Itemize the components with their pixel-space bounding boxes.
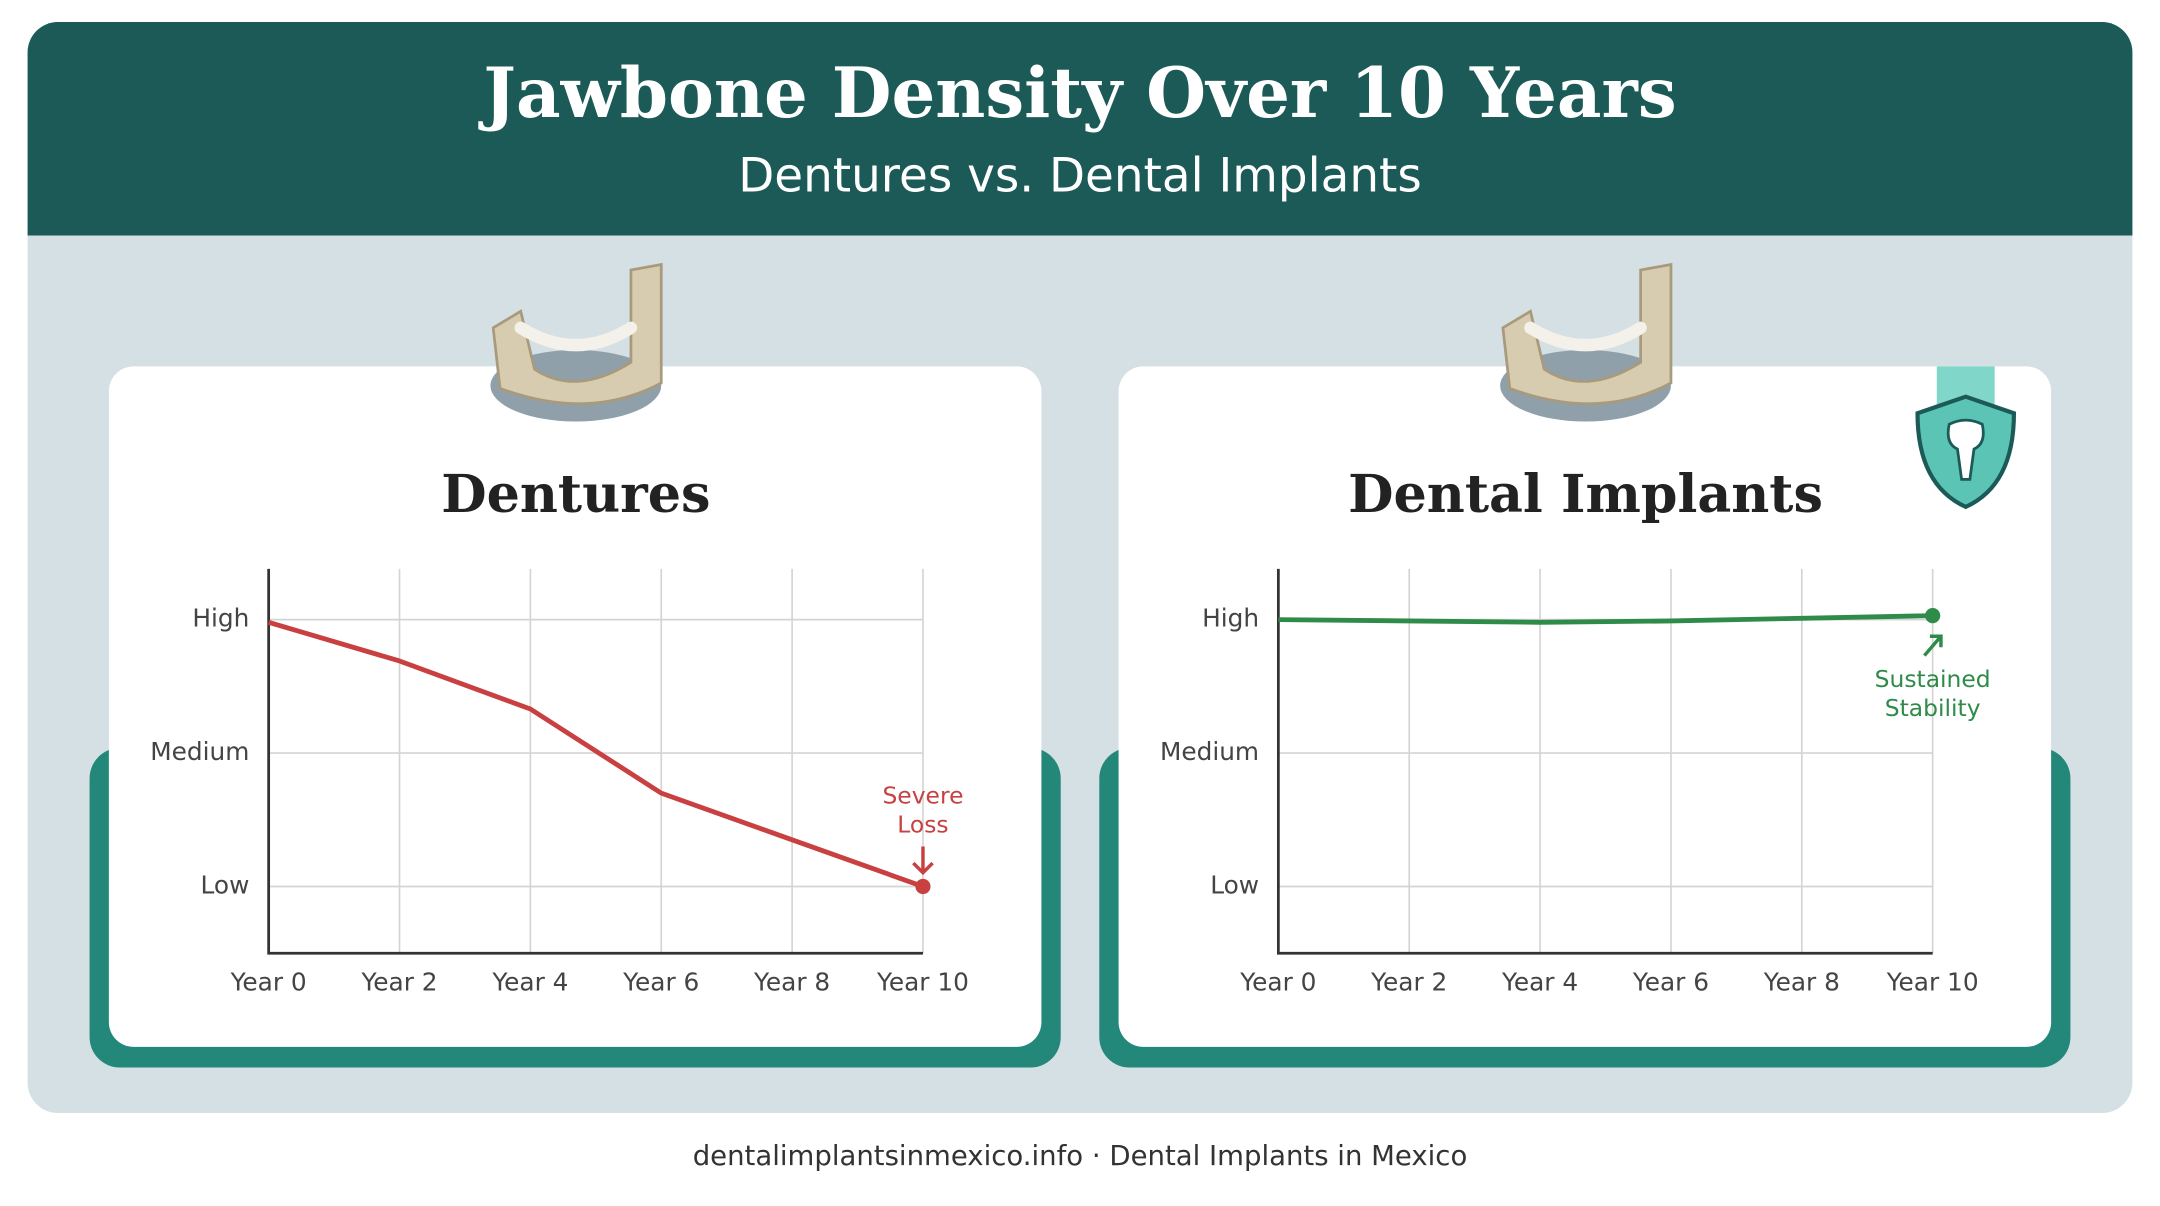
panel-title: Dental Implants	[1348, 464, 1823, 525]
panels: Dentures Low Medium High Year 0 Year 2 Year 4 Y…	[89, 262, 2071, 1068]
header-band	[27, 22, 2133, 236]
y-tick-label: Medium	[150, 737, 249, 766]
x-tick-label: Year 0	[1239, 968, 1316, 997]
annotation: Stability	[1885, 694, 1981, 722]
x-tick-label: Year 4	[491, 968, 568, 997]
x-tick-label: Year 10	[876, 968, 969, 997]
y-tick-label: Low	[201, 871, 250, 900]
x-tick-label: Year 8	[753, 968, 830, 997]
card	[1118, 366, 2052, 1047]
y-tick-label: High	[192, 604, 249, 633]
panel-title: Dentures	[441, 464, 710, 525]
annotation: Loss	[897, 810, 948, 838]
card	[108, 366, 1042, 1047]
x-tick-label: Year 10	[1886, 968, 1979, 997]
y-tick-label: Medium	[1160, 737, 1259, 766]
x-tick-label: Year 2	[360, 968, 437, 997]
end-point	[915, 878, 931, 895]
x-tick-label: Year 6	[1632, 968, 1709, 997]
x-tick-label: Year 6	[622, 968, 699, 997]
subtitle: Dentures vs. Dental Implants	[738, 150, 1422, 204]
jaw-bone	[1501, 262, 1673, 406]
footer: dentalimplantsinmexico.info · Dental Imp…	[693, 1140, 1468, 1172]
annotation-arrow	[912, 846, 934, 876]
axis	[1276, 568, 1933, 955]
data-line	[267, 619, 924, 889]
x-tick-label: Year 4	[1501, 968, 1578, 997]
jaw-bone	[491, 262, 663, 406]
annotation: Sustained	[1875, 665, 1991, 693]
title: Jawbone Density Over 10 Years	[477, 53, 1676, 134]
data-line	[1278, 613, 1933, 625]
x-tick-label: Year 8	[1763, 968, 1840, 997]
y-tick-label: Low	[1210, 871, 1259, 900]
y-tick-label: High	[1202, 604, 1259, 633]
x-tick-label: Year 2	[1370, 968, 1447, 997]
jaw-teeth	[514, 321, 638, 352]
x-tick-label: Year 0	[230, 968, 307, 997]
axis	[267, 568, 923, 955]
jaw-teeth	[1524, 321, 1647, 352]
end-point	[1925, 608, 1941, 624]
jaw-icon	[1500, 262, 1673, 422]
tooth-icon	[1946, 418, 1985, 481]
jaw-icon	[490, 262, 663, 422]
annotation: Severe	[882, 781, 963, 809]
annotation-arrow	[1923, 634, 1943, 657]
